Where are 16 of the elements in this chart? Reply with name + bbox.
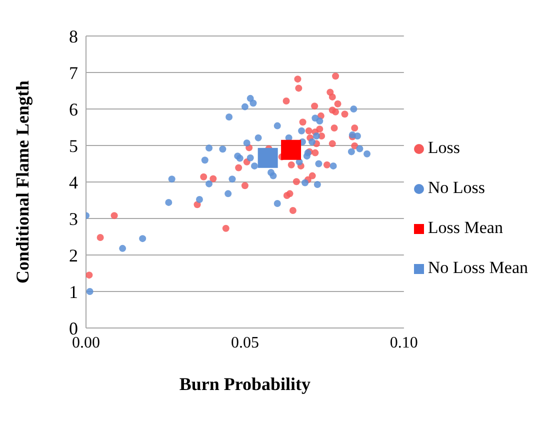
legend-label: Loss <box>428 138 460 157</box>
y-tick-label: 1 <box>69 282 78 302</box>
legend-label: No Loss Mean <box>428 258 528 277</box>
y-tick-label: 6 <box>69 99 78 120</box>
x-axis-title: Burn Probability <box>179 374 311 394</box>
y-tick-label: 3 <box>69 208 78 229</box>
x-tick-label: 0.10 <box>390 334 418 352</box>
y-tick-label: 5 <box>69 136 78 156</box>
x-tick-label: 0.05 <box>230 334 259 352</box>
y-tick-label: 2 <box>69 245 78 266</box>
y-axis-title: Conditional Flame Length <box>12 80 32 284</box>
y-tick-label: 7 <box>69 62 78 83</box>
legend-label: Loss Mean <box>428 218 503 237</box>
y-tick-label: 4 <box>69 172 78 192</box>
y-tick-label: 8 <box>69 26 78 46</box>
legend-label: No Loss <box>428 178 486 197</box>
